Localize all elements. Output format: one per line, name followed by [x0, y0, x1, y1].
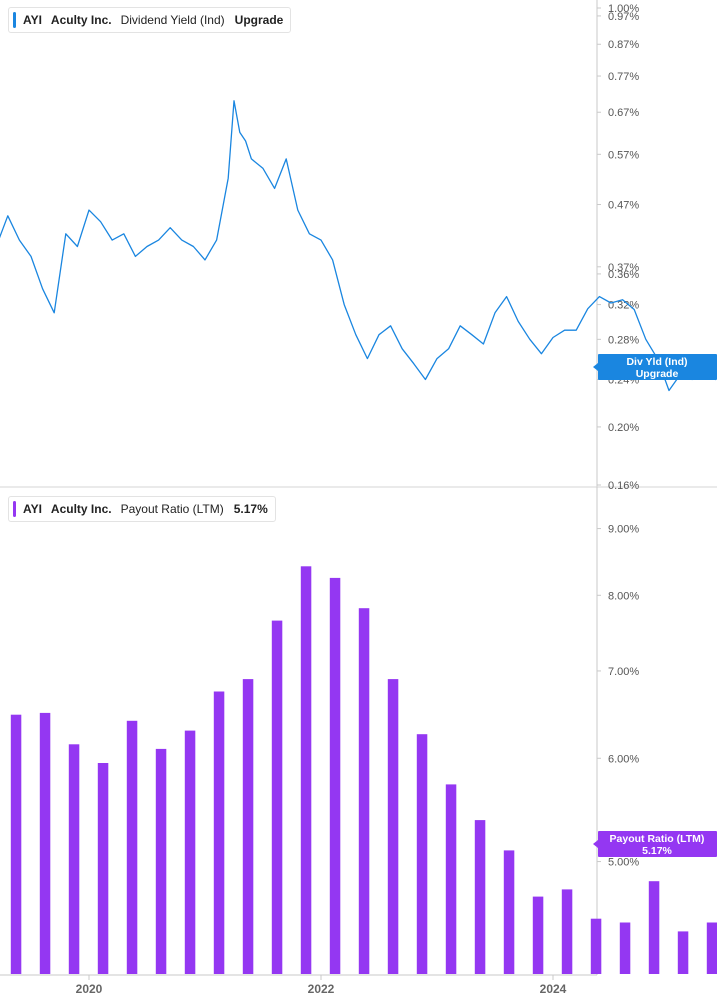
payout-bar	[619, 922, 631, 974]
payout-ratio-legend[interactable]: AYI Aculty Inc. Payout Ratio (LTM) 5.17%	[8, 496, 276, 522]
y-tick-label: 0.67%	[608, 107, 639, 119]
y-tick-label: 6.00%	[608, 753, 639, 765]
legend-ticker: AYI	[23, 502, 42, 516]
x-tick-label: 2020	[76, 982, 103, 996]
flag-label: Payout Ratio (LTM)	[610, 833, 705, 845]
y-tick-label: 9.00%	[608, 524, 639, 536]
x-axis: 20182020202220242026	[0, 974, 597, 996]
payout-bar	[358, 608, 370, 974]
x-tick-label: 2022	[308, 982, 335, 996]
payout-bar	[532, 896, 544, 974]
legend-company: Aculty Inc.	[50, 502, 112, 516]
y-tick-label: 1.00%	[608, 3, 639, 15]
payout-bar	[126, 720, 138, 974]
payout-bar	[677, 931, 689, 974]
payout-bar	[242, 679, 254, 974]
y-tick-label: 0.28%	[608, 334, 639, 346]
series-color-swatch	[13, 12, 16, 28]
flag-pointer	[593, 840, 598, 848]
x-tick-label: 2024	[540, 982, 567, 996]
payout-bar	[184, 730, 196, 974]
y-tick-label: 0.47%	[608, 200, 639, 212]
flag-value: Upgrade	[636, 368, 679, 380]
payout-bar	[590, 918, 602, 974]
payout-bar	[648, 881, 660, 974]
y-tick-label: 0.16%	[608, 480, 639, 492]
flag-label: Div Yld (Ind)	[626, 356, 687, 368]
payout-bar	[474, 820, 486, 974]
legend-value: 5.17%	[233, 502, 268, 516]
dividend-yield-legend[interactable]: AYI Aculty Inc. Dividend Yield (Ind) Upg…	[8, 7, 292, 33]
payout-bar	[10, 714, 22, 974]
payout-bar	[445, 784, 457, 974]
payout-bar	[387, 679, 399, 974]
flag-value: 5.17%	[642, 845, 672, 857]
payout-bar	[39, 712, 51, 974]
dividend-yield-panel: 1.00%0.97% 0.87% 0.77% 0.67% 0.57% 0.47% 0.37%…	[0, 0, 717, 492]
payout-bar	[68, 744, 80, 974]
payout-ratio-panel: 9.00% 8.00% 7.00% 6.00% 5.00%	[10, 487, 717, 975]
y-tick-label: 0.97%	[608, 11, 639, 23]
y-tick-label: 0.20%	[608, 422, 639, 434]
payout-ratio-flag: Payout Ratio (LTM)5.17%	[593, 831, 717, 857]
y-tick-label: 0.36%	[608, 269, 639, 281]
y-tick-label: 0.77%	[608, 71, 639, 83]
flag-pointer	[593, 363, 598, 371]
legend-metric: Dividend Yield (Ind)	[120, 13, 225, 27]
y-tick-label: 7.00%	[608, 666, 639, 678]
flag-box	[598, 831, 717, 857]
dividend-yield-line	[0, 100, 717, 392]
y-tick-label: 0.32%	[608, 300, 639, 312]
legend-ticker: AYI	[23, 13, 42, 27]
legend-value: Upgrade	[234, 13, 284, 27]
payout-bar	[213, 691, 225, 974]
legend-metric: Payout Ratio (LTM)	[120, 502, 224, 516]
y-tick-label: 0.87%	[608, 39, 639, 51]
y-tick-label: 5.00%	[608, 857, 639, 869]
y-tick-label: 8.00%	[608, 590, 639, 602]
value-flags: Div Yld (Ind)Upgrade Payout Ratio (LTM)5.…	[593, 354, 717, 857]
legend-company: Aculty Inc.	[50, 13, 112, 27]
payout-bar	[706, 922, 717, 974]
payout-bar	[503, 850, 515, 974]
y-tick-label: 0.57%	[608, 149, 639, 161]
y-tick-label: 0.37%	[608, 262, 639, 274]
payout-bar	[155, 748, 167, 974]
payout-bar	[97, 763, 109, 974]
payout-bar	[561, 889, 573, 974]
payout-bar	[416, 734, 428, 974]
payout-bar	[300, 566, 312, 974]
payout-bar	[271, 620, 283, 974]
dividend-yield-flag: Div Yld (Ind)Upgrade	[593, 354, 717, 380]
payout-bar	[329, 577, 341, 974]
series-color-swatch	[13, 501, 16, 517]
flag-box	[598, 354, 717, 380]
